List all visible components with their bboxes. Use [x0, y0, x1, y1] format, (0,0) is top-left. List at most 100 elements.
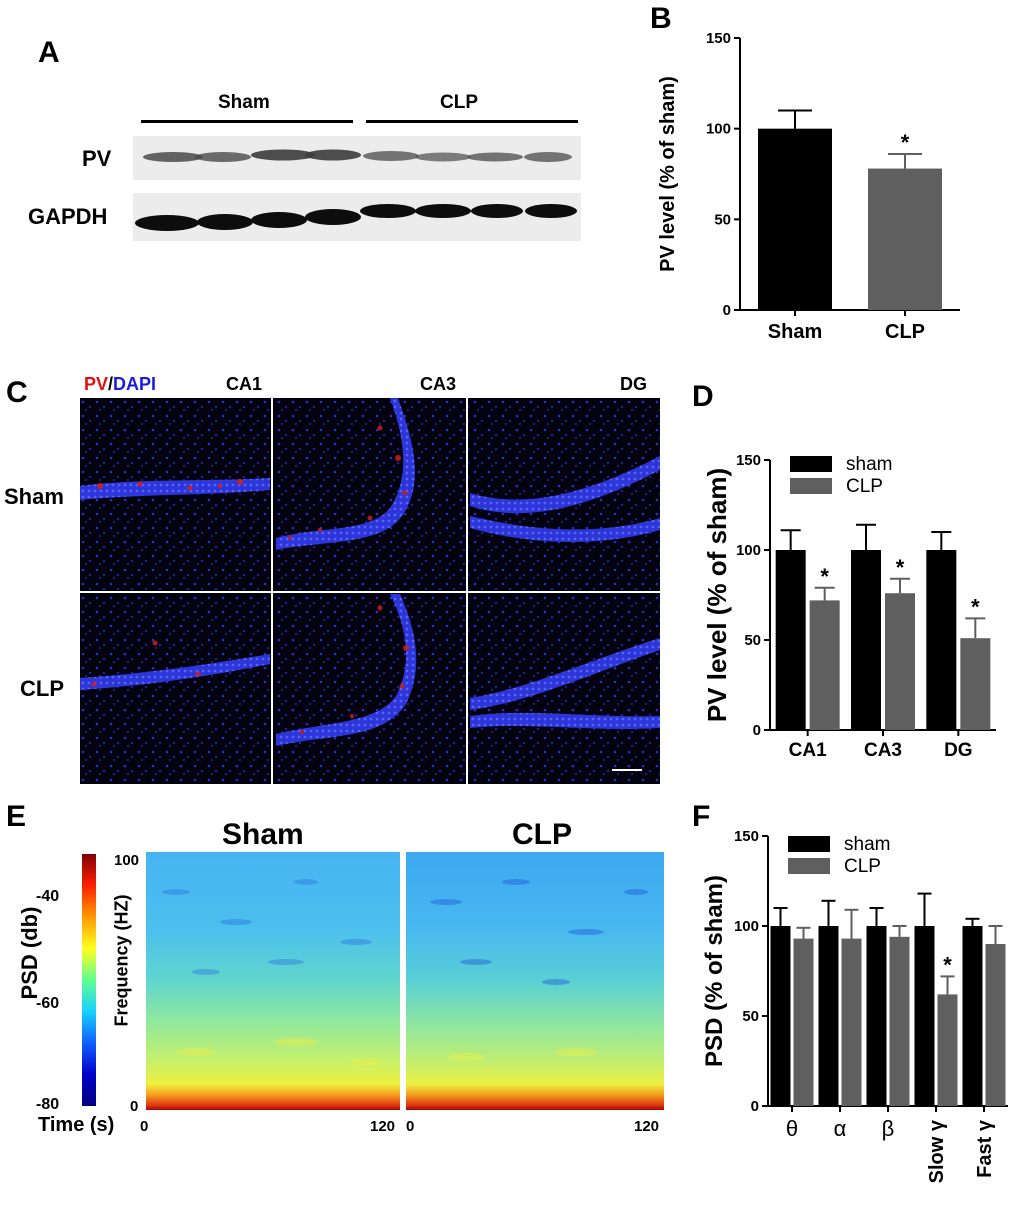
row-label-sham: Sham	[4, 484, 64, 509]
y-axis-label: PV level (% of sham)	[702, 468, 732, 722]
y-tick-label: 100	[734, 918, 759, 935]
bar	[926, 550, 957, 730]
micrograph-grid	[80, 398, 660, 784]
legend-swatch	[790, 456, 832, 472]
row-label-gapdh: GAPDH	[28, 204, 108, 229]
significance-marker: *	[896, 555, 905, 580]
y-tick-label: 50	[744, 632, 761, 649]
significance-marker: *	[943, 952, 952, 977]
x-tick-label: CA3	[864, 740, 902, 761]
significance-marker: *	[820, 564, 829, 589]
row-label-clp-c: CLP	[20, 676, 64, 701]
panel-label-d: D	[692, 380, 714, 413]
y-tick-label: 50	[714, 211, 731, 228]
y-axis-label: PSD (% of sham)	[701, 875, 728, 1067]
y-axis-label: PV level (% of sham)	[657, 76, 679, 272]
legend-swatch	[788, 858, 830, 874]
bar	[775, 550, 806, 730]
significance-marker: *	[901, 130, 910, 155]
group-line-sham	[141, 120, 353, 123]
x-tick-label: Slow γ	[926, 1119, 948, 1183]
y-tick-label: 50	[742, 1008, 759, 1025]
micrograph-svg	[80, 398, 660, 784]
panel-label-b: B	[650, 2, 672, 35]
bar	[868, 168, 942, 310]
bar	[851, 550, 881, 730]
bar	[809, 600, 840, 730]
legend-label: CLP	[846, 476, 883, 497]
group-label-sham: Sham	[218, 92, 270, 113]
time-tick-clp-120: 120	[634, 1118, 660, 1135]
y-tick-label: 150	[734, 828, 759, 845]
chart-f: 0 50 100 150 PSD (% of sham) θ α β * Slow γ Fast γ…	[701, 828, 1008, 1183]
freq-tick-100: 100	[114, 852, 140, 869]
pv-band-strip	[143, 149, 572, 162]
spectrogram-sham	[146, 852, 400, 1110]
colorbar	[82, 854, 96, 1106]
bar	[866, 926, 887, 1106]
spectrogram-clp-texture	[430, 879, 648, 1061]
x-tick-label: Fast γ	[974, 1119, 996, 1178]
y-tick-label: 100	[706, 121, 731, 138]
significance-marker: *	[971, 594, 980, 619]
freq-tick-0: 0	[130, 1098, 139, 1115]
bar	[962, 926, 983, 1106]
legend-swatch	[790, 478, 832, 494]
legend-label: CLP	[844, 856, 881, 877]
y-tick-label: 100	[736, 542, 761, 559]
time-tick-sham-0: 0	[140, 1118, 149, 1135]
panel-label-c: C	[6, 376, 28, 409]
time-tick-sham-120: 120	[370, 1118, 396, 1135]
stain-dapi: DAPI	[113, 374, 157, 394]
bar	[889, 936, 910, 1106]
pv-blot	[133, 136, 581, 180]
x-tick-label: β	[882, 1116, 895, 1141]
freq-axis-label: Frequency (HZ)	[111, 894, 132, 1027]
x-tick-label: Sham	[768, 321, 822, 343]
row-label-pv: PV	[82, 146, 112, 171]
colorbar-tick-40: -40	[36, 888, 60, 905]
region-label-dg: DG	[620, 374, 647, 394]
x-tick-label: θ	[786, 1116, 798, 1141]
bar	[960, 638, 991, 730]
panel-label-e: E	[6, 800, 27, 833]
stain-label: PV/DAPI	[84, 374, 156, 395]
gapdh-band-strip	[135, 204, 577, 231]
stain-pv: PV	[84, 374, 109, 394]
bar	[793, 938, 814, 1106]
colorbar-tick-60: -60	[36, 995, 60, 1012]
panel-label-a: A	[38, 36, 60, 69]
bar	[841, 938, 862, 1106]
y-tick-label: 0	[723, 302, 731, 319]
bar	[758, 128, 832, 310]
x-tick-label: CLP	[885, 321, 925, 343]
colorbar-tick-80: -80	[36, 1096, 60, 1113]
spectrogram-title-sham: Sham	[222, 818, 304, 851]
bar	[985, 944, 1006, 1106]
bar	[914, 926, 935, 1106]
spectrogram-title-clp: CLP	[512, 818, 572, 851]
y-tick-label: 0	[753, 722, 761, 739]
legend-swatch	[788, 836, 830, 852]
bar	[885, 593, 915, 730]
time-axis-label: Time (s)	[38, 1114, 115, 1136]
panel-label-f: F	[692, 800, 711, 833]
y-tick-label: 150	[736, 452, 761, 469]
bar	[818, 926, 839, 1106]
x-tick-label: CA1	[789, 740, 827, 761]
legend-label: sham	[844, 834, 890, 855]
legend-label: sham	[846, 454, 892, 475]
stain-separator: /	[108, 374, 114, 394]
x-tick-label: DG	[944, 740, 973, 761]
group-line-clp	[366, 120, 578, 123]
region-label-ca1: CA1	[226, 374, 263, 394]
spectrogram-clp	[406, 852, 664, 1110]
spectrogram-sham-texture	[162, 879, 382, 1066]
colorbar-label: PSD (db)	[17, 906, 42, 1000]
time-tick-clp-0: 0	[406, 1118, 415, 1135]
y-tick-label: 0	[751, 1098, 759, 1115]
chart-b: 0 50 100 150 PV level (% of sham) Sham * CLP	[657, 30, 960, 343]
y-tick-label: 150	[706, 30, 731, 47]
region-label-ca3: CA3	[420, 374, 457, 394]
